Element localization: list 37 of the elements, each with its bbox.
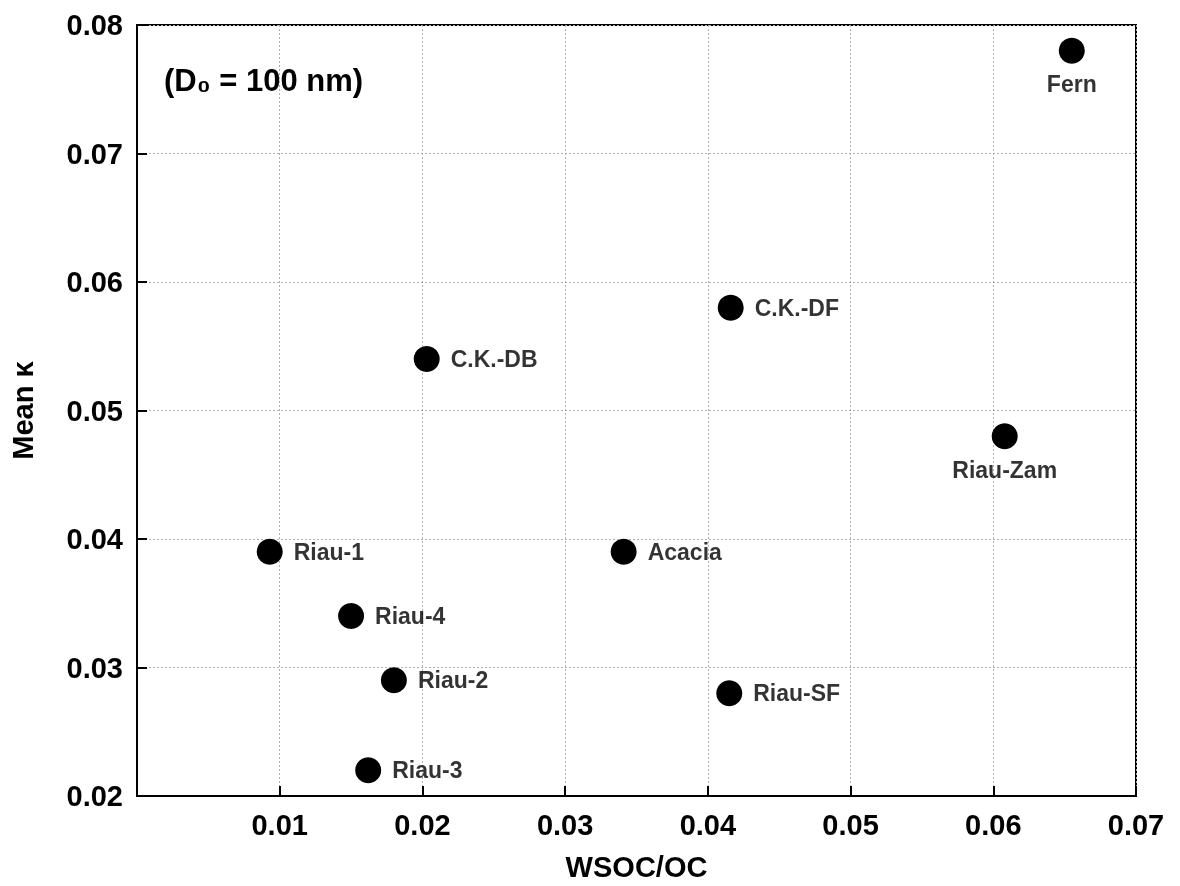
annotation: Riau-SF — [753, 680, 841, 707]
x-tick-label: 0.03 — [536, 808, 594, 841]
annotation: C.K.-DB — [450, 346, 538, 373]
annotation: (D₀ = 100 nm) — [164, 63, 364, 98]
annotation: Fern — [1046, 71, 1097, 98]
point — [338, 603, 365, 630]
annotation: Riau-Zam — [952, 456, 1058, 483]
x-tick-label: 0.01 — [251, 808, 308, 841]
x-axis-title: WSOC/OC — [565, 850, 708, 883]
annotation: Riau-2 — [417, 667, 489, 694]
x-tick-label: 0.05 — [822, 808, 879, 841]
y-tick-label: 0.05 — [66, 394, 123, 427]
point — [380, 667, 407, 694]
x-tick-label: 0.04 — [679, 808, 737, 841]
y-tick-label: 0.08 — [66, 9, 123, 41]
point — [355, 757, 382, 784]
x-tick-label: 0.06 — [965, 808, 1022, 841]
y-tick-label: 0.06 — [66, 266, 123, 298]
point — [413, 346, 440, 373]
annotation: Acacia — [647, 538, 723, 565]
point — [1058, 37, 1085, 64]
point — [256, 538, 283, 565]
point — [716, 680, 743, 707]
x-tick-label: 0.07 — [1107, 808, 1165, 841]
y-axis-title: Mean κ — [6, 360, 39, 460]
annotation: Riau-1 — [293, 538, 365, 565]
y-tick-label: 0.02 — [66, 780, 123, 812]
y-tick-label: 0.07 — [66, 137, 123, 170]
annotation: Riau-3 — [392, 757, 463, 784]
annotation: Riau-4 — [375, 603, 446, 630]
point — [610, 538, 637, 565]
x-tick-label: 0.02 — [394, 808, 451, 841]
point — [717, 294, 744, 321]
y-tick-label: 0.04 — [66, 523, 123, 555]
annotation: C.K.-DF — [754, 294, 840, 321]
y-tick-label: 0.03 — [66, 651, 123, 684]
point — [991, 423, 1018, 450]
